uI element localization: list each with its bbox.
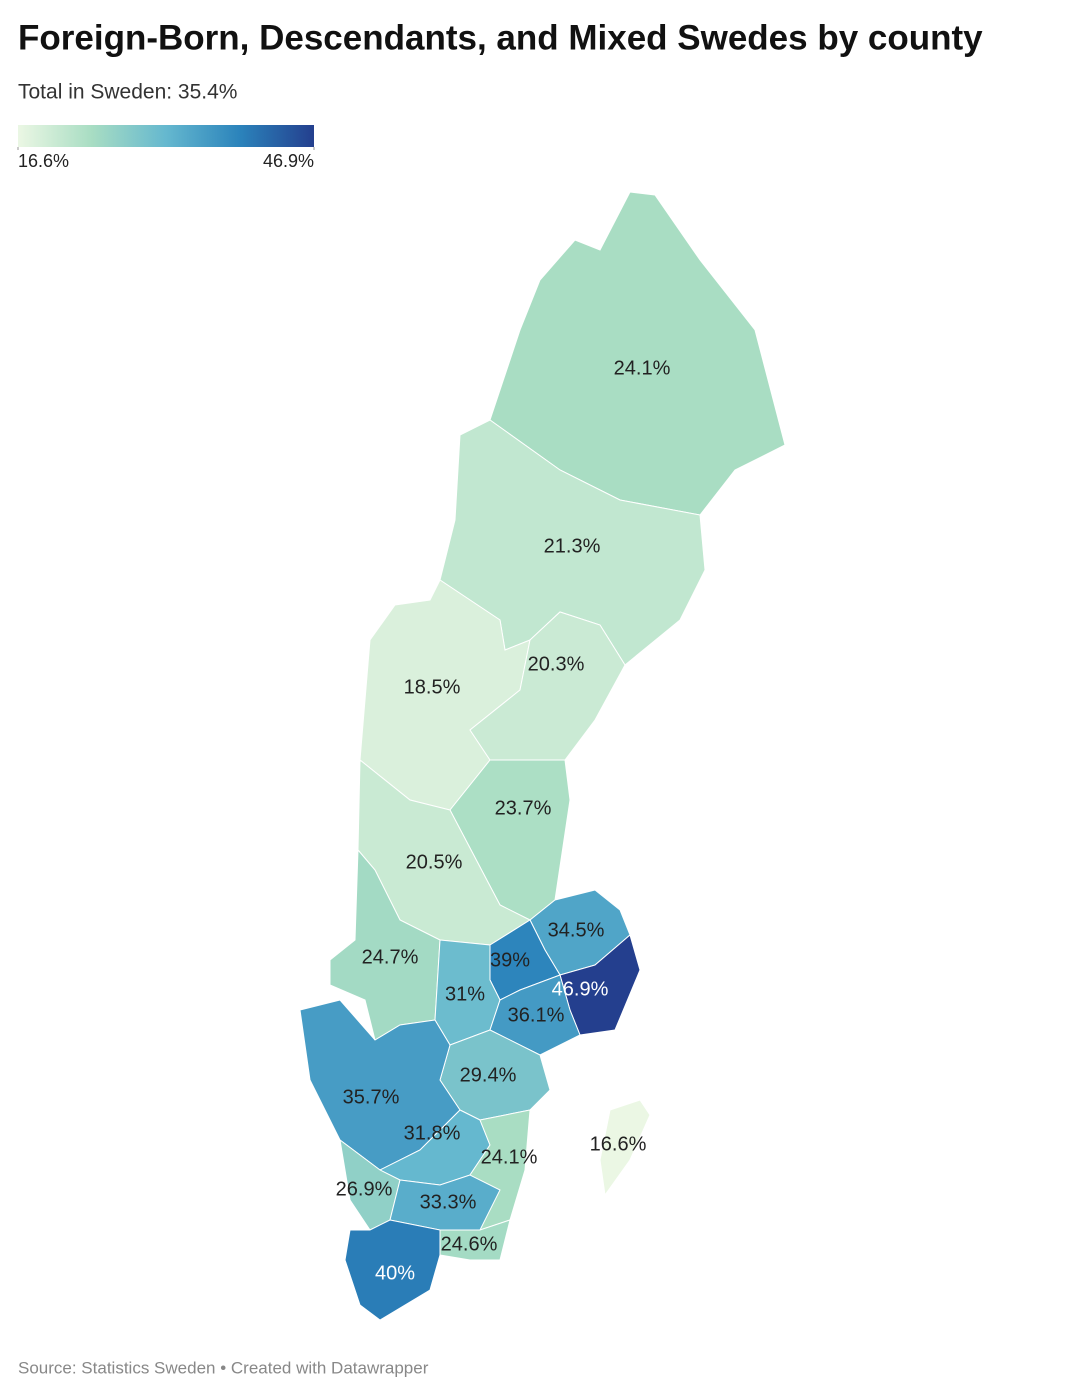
county-label: 21.3% xyxy=(544,535,601,557)
legend-gradient xyxy=(18,125,314,147)
title: Foreign-Born, Descendants, and Mixed Swe… xyxy=(18,18,983,57)
county-label: 31% xyxy=(445,983,485,1005)
county-label: 34.5% xyxy=(548,919,605,941)
county-label: 39% xyxy=(490,949,530,971)
subtitle: Total in Sweden: 35.4% xyxy=(18,81,237,104)
legend-label: 46.9% xyxy=(263,151,314,171)
legend-label: 16.6% xyxy=(18,151,69,171)
county-label: 35.7% xyxy=(343,1086,400,1108)
county xyxy=(344,1219,441,1321)
county-label: 23.7% xyxy=(495,797,552,819)
county-label: 29.4% xyxy=(460,1064,517,1086)
county-label: 31.8% xyxy=(404,1122,461,1144)
county-label: 26.9% xyxy=(336,1178,393,1200)
source: Source: Statistics Sweden • Created with… xyxy=(18,1358,429,1377)
county-label: 24.6% xyxy=(441,1233,498,1255)
county-label: 46.9% xyxy=(552,978,609,1000)
county xyxy=(599,1099,651,1197)
county xyxy=(489,974,581,1056)
county-label: 24.1% xyxy=(481,1146,538,1168)
region-labels: 24.1% 21.3% 18.5% 20.3% 23.7% 20.5% 34.5% 24.7%… xyxy=(336,357,671,1284)
regions xyxy=(299,191,786,1321)
county-label: 36.1% xyxy=(508,1004,565,1026)
county-label: 40% xyxy=(375,1262,415,1284)
county-label: 16.6% xyxy=(590,1133,647,1155)
county-label: 33.3% xyxy=(420,1191,477,1213)
county-label: 24.7% xyxy=(362,946,419,968)
county-label: 18.5% xyxy=(404,676,461,698)
county xyxy=(469,611,626,761)
county-label: 20.5% xyxy=(406,851,463,873)
county-label: 20.3% xyxy=(528,653,585,675)
county-label: 24.1% xyxy=(614,357,671,379)
